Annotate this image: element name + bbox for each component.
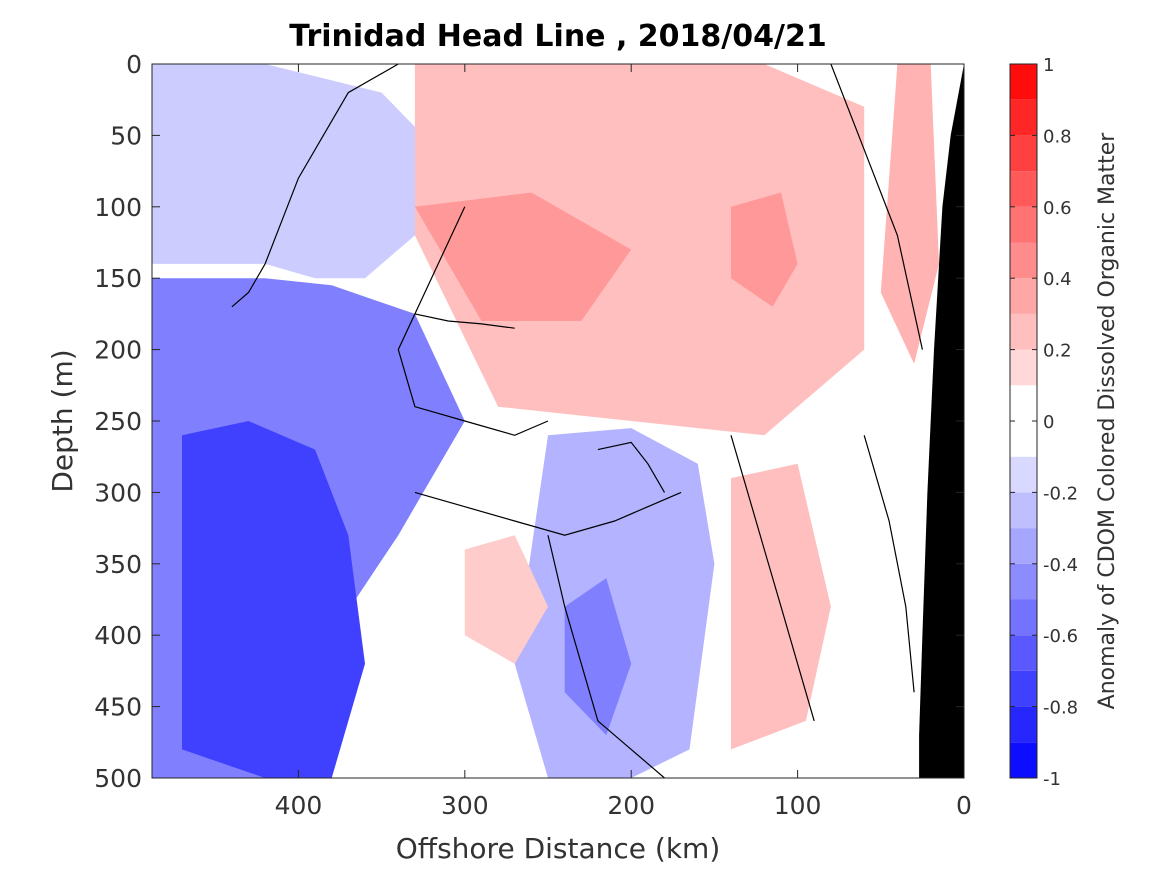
x-tick-label: 300 [441,791,489,820]
colorbar-level [1010,528,1037,564]
colorbar-tick-label: -0.8 [1043,698,1078,719]
anomaly-region [414,192,632,321]
anomaly-regions [152,64,939,778]
colorbar-level [1010,278,1037,314]
y-tick-label: 150 [94,264,142,293]
y-tick-label: 500 [94,764,142,793]
colorbar: 1 0.8 0.6 0.4 0.2 0 -0.2 -0.4 -0.6 -0.8 -1 [1009,55,1078,790]
y-axis-label: Depth (m) [46,349,79,492]
colorbar-level [1010,421,1037,457]
colorbar-level [1010,563,1037,600]
colorbar-level [1010,670,1037,707]
anomaly-region [152,64,465,279]
colorbar-level [1010,64,1037,100]
colorbar-levels [1010,64,1037,778]
zero-contour-line [397,206,549,436]
plot-area [151,63,965,779]
colorbar-level [1010,206,1037,243]
colorbar-level [1010,99,1037,136]
anomaly-region [514,428,715,778]
bathymetry [919,64,964,778]
colorbar-level [1010,385,1037,421]
zero-contour-line [830,64,923,350]
colorbar-tick-label: 1 [1043,55,1054,76]
zero-contour-line [730,435,815,722]
colorbar-level [1010,242,1037,279]
y-axis-ticks: 0 50 100 150 200 250 300 350 400 450 500 [94,50,964,793]
colorbar-tick-label: 0.8 [1043,126,1072,147]
zero-contour-line [414,491,682,536]
y-tick-label: 450 [94,693,142,722]
colorbar-level [1010,349,1037,386]
y-tick-label: 350 [94,550,142,579]
x-axis-ticks: 400 300 200 100 0 [275,64,972,820]
y-tick-label: 0 [126,50,142,79]
x-tick-label: 100 [774,791,822,820]
colorbar-tick-label: -0.4 [1043,555,1078,576]
x-tick-label: 400 [275,791,323,820]
x-axis-label: Offshore Distance (km) [396,832,721,865]
colorbar-level [1010,742,1037,778]
colorbar-tick-label: 0.4 [1043,269,1072,290]
colorbar-level [1010,599,1037,636]
colorbar-tick-label: -1 [1043,769,1061,790]
colorbar-level [1010,456,1037,493]
y-tick-label: 400 [94,621,142,650]
anomaly-region [731,192,798,307]
y-tick-label: 300 [94,478,142,507]
x-tick-label: 200 [607,791,655,820]
colorbar-level [1010,135,1037,172]
zero-contours [231,64,923,778]
colorbar-level [1010,492,1037,529]
anomaly-region [414,64,865,436]
colorbar-level [1010,706,1037,743]
y-tick-label: 50 [110,121,142,150]
chart-title: Trinidad Head Line , 2018/04/21 [289,19,826,54]
bathymetry-fill [919,64,964,778]
y-tick-label: 100 [94,193,142,222]
zero-contour-line [547,535,665,778]
colorbar-label: Anomaly of CDOM Colored Dissolved Organi… [1095,132,1120,710]
colorbar-level [1010,635,1037,671]
y-tick-label: 250 [94,407,142,436]
colorbar-tick-label: 0.6 [1043,198,1072,219]
anomaly-region [880,64,939,364]
zero-contour-line [231,64,399,308]
colorbar-tick-label: 0 [1043,412,1054,433]
colorbar-ticks: 1 0.8 0.6 0.4 0.2 0 -0.2 -0.4 -0.6 -0.8 -1 [1010,55,1078,790]
zero-contour-line [414,313,515,329]
anomaly-region [182,421,365,778]
anomaly-region [464,535,548,664]
y-tick-label: 200 [94,336,142,365]
colorbar-tick-label: 0.2 [1043,341,1072,362]
colorbar-tick-label: -0.6 [1043,626,1078,647]
zero-contour-line [597,441,666,493]
colorbar-level [1010,313,1037,350]
anomaly-region [564,578,632,736]
colorbar-tick-label: -0.2 [1043,483,1078,504]
zero-contour-line [863,435,915,693]
x-tick-label: 0 [956,791,972,820]
colorbar-level [1010,171,1037,207]
